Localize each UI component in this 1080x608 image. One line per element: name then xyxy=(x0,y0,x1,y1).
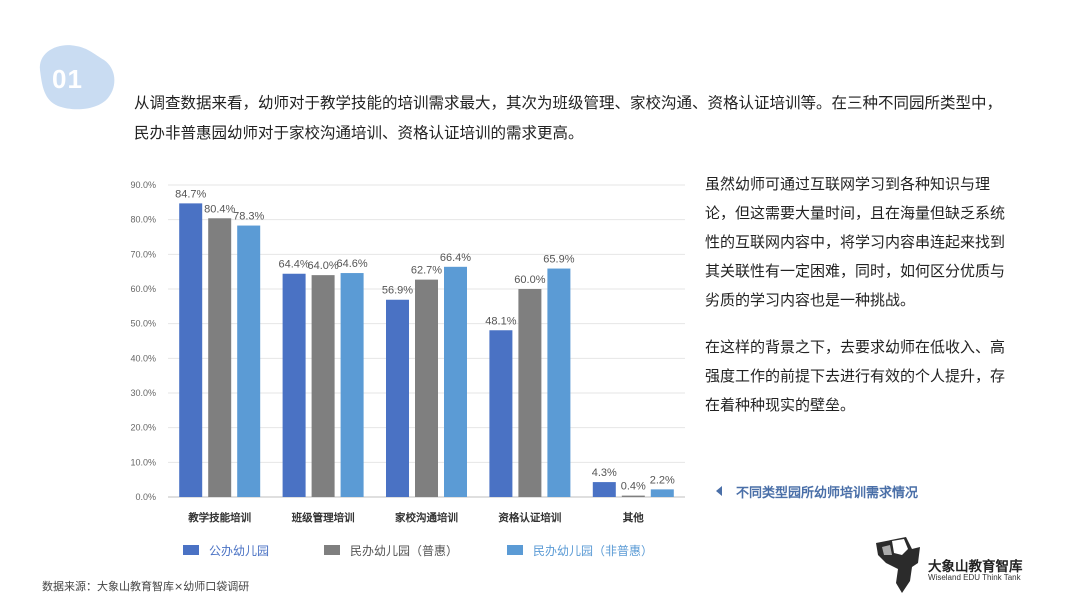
caption-arrow-icon xyxy=(716,486,722,496)
data-label: 48.1% xyxy=(485,315,516,327)
bar xyxy=(547,268,571,497)
y-tick-label: 20.0% xyxy=(130,423,156,433)
data-source: 数据来源：大象山教育智库×幼师口袋调研 xyxy=(42,580,250,593)
data-label: 4.3% xyxy=(592,467,617,479)
bar xyxy=(518,289,542,497)
legend-swatch xyxy=(507,545,523,555)
side-text: 虽然幼师可通过互联网学习到各种知识与理论，但这需要大量时间，且在海量但缺乏系统性… xyxy=(705,170,1005,420)
bar xyxy=(311,275,335,497)
intro-paragraph: 从调查数据来看，幼师对于教学技能的培训需求最大，其次为班级管理、家校沟通、资格认… xyxy=(134,94,1003,142)
category-label: 班级管理培训 xyxy=(292,511,355,524)
data-label: 62.7% xyxy=(411,265,442,277)
bar xyxy=(282,273,306,497)
y-tick-label: 70.0% xyxy=(130,249,156,259)
data-label: 65.9% xyxy=(543,254,574,266)
legend-label: 公办幼儿园 xyxy=(209,543,269,558)
bar xyxy=(179,203,203,497)
data-label: 64.0% xyxy=(307,260,338,272)
bar xyxy=(650,489,674,497)
y-tick-label: 80.0% xyxy=(130,215,156,225)
y-tick-label: 10.0% xyxy=(130,457,156,467)
data-label: 0.4% xyxy=(621,481,646,493)
y-tick-label: 40.0% xyxy=(130,353,156,363)
elephant-logo-icon xyxy=(876,537,920,593)
data-label: 64.6% xyxy=(336,258,367,270)
data-label: 84.7% xyxy=(175,188,206,200)
y-tick-label: 90.0% xyxy=(130,180,156,190)
section-number: 01 xyxy=(52,64,83,94)
side-paragraph-2: 在这样的背景之下，去要求幼师在低收入、高强度工作的前提下去进行有效的个人提升，存… xyxy=(705,338,1006,414)
y-tick-label: 60.0% xyxy=(130,284,156,294)
data-label: 56.9% xyxy=(382,285,413,297)
legend-swatch xyxy=(324,545,340,555)
side-paragraph-1: 虽然幼师可通过互联网学习到各种知识与理论，但这需要大量时间，且在海量但缺乏系统性… xyxy=(705,175,1006,309)
section-badge-shape xyxy=(39,45,115,110)
data-label: 80.4% xyxy=(204,203,235,215)
bar xyxy=(621,495,645,497)
data-label: 78.3% xyxy=(233,211,264,223)
bar xyxy=(386,299,409,497)
logo-english-name: Wiseland EDU Think Tank xyxy=(928,573,1021,582)
bar xyxy=(489,330,513,497)
bar xyxy=(415,279,438,497)
bar xyxy=(340,273,364,497)
logo-chinese-name: 大象山教育智库 xyxy=(928,559,1023,575)
data-label: 2.2% xyxy=(650,474,675,486)
category-label: 其他 xyxy=(623,511,644,524)
data-label: 60.0% xyxy=(514,274,545,286)
legend-swatch xyxy=(183,545,199,555)
chart-caption: 不同类型园所幼师培训需求情况 xyxy=(736,486,919,501)
legend-label: 民办幼儿园（非普惠） xyxy=(533,543,653,558)
y-tick-label: 0.0% xyxy=(135,492,156,502)
bar xyxy=(592,482,616,497)
bar xyxy=(208,218,232,497)
category-label: 资格认证培训 xyxy=(498,511,561,524)
y-tick-label: 30.0% xyxy=(130,388,156,398)
data-label: 66.4% xyxy=(440,252,471,264)
bar xyxy=(444,266,467,497)
legend-label: 民办幼儿园（普惠） xyxy=(350,543,458,558)
category-label: 家校沟通培训 xyxy=(395,511,458,524)
category-label: 教学技能培训 xyxy=(187,511,251,524)
bar xyxy=(237,225,261,497)
data-label: 64.4% xyxy=(278,259,309,271)
y-tick-label: 50.0% xyxy=(130,319,156,329)
